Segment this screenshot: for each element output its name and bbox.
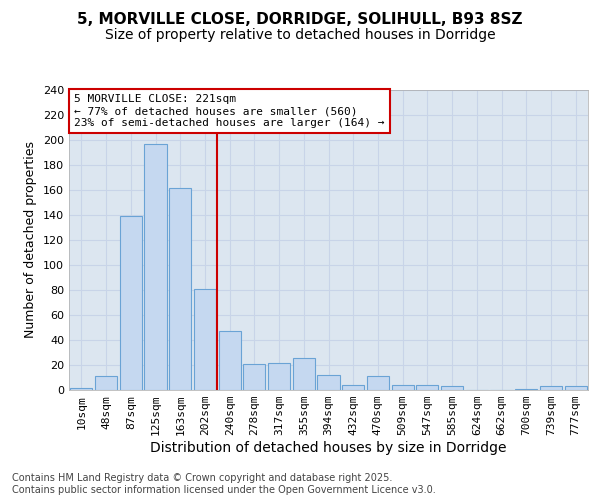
- Bar: [515, 389, 538, 390]
- Bar: [119, 216, 142, 390]
- Text: Contains HM Land Registry data © Crown copyright and database right 2025.
Contai: Contains HM Land Registry data © Crown c…: [12, 474, 436, 495]
- Bar: [565, 386, 587, 390]
- Bar: [293, 358, 315, 390]
- Text: Size of property relative to detached houses in Dorridge: Size of property relative to detached ho…: [104, 28, 496, 42]
- Bar: [441, 386, 463, 390]
- Bar: [317, 375, 340, 390]
- Text: 5, MORVILLE CLOSE, DORRIDGE, SOLIHULL, B93 8SZ: 5, MORVILLE CLOSE, DORRIDGE, SOLIHULL, B…: [77, 12, 523, 28]
- Bar: [540, 386, 562, 390]
- Bar: [194, 289, 216, 390]
- Bar: [243, 364, 265, 390]
- Bar: [70, 388, 92, 390]
- Bar: [392, 385, 414, 390]
- Bar: [95, 376, 117, 390]
- Bar: [218, 331, 241, 390]
- X-axis label: Distribution of detached houses by size in Dorridge: Distribution of detached houses by size …: [150, 441, 507, 455]
- Text: 5 MORVILLE CLOSE: 221sqm
← 77% of detached houses are smaller (560)
23% of semi-: 5 MORVILLE CLOSE: 221sqm ← 77% of detach…: [74, 94, 385, 128]
- Bar: [169, 188, 191, 390]
- Bar: [268, 362, 290, 390]
- Bar: [342, 385, 364, 390]
- Bar: [367, 376, 389, 390]
- Bar: [416, 385, 439, 390]
- Y-axis label: Number of detached properties: Number of detached properties: [25, 142, 37, 338]
- Bar: [145, 144, 167, 390]
